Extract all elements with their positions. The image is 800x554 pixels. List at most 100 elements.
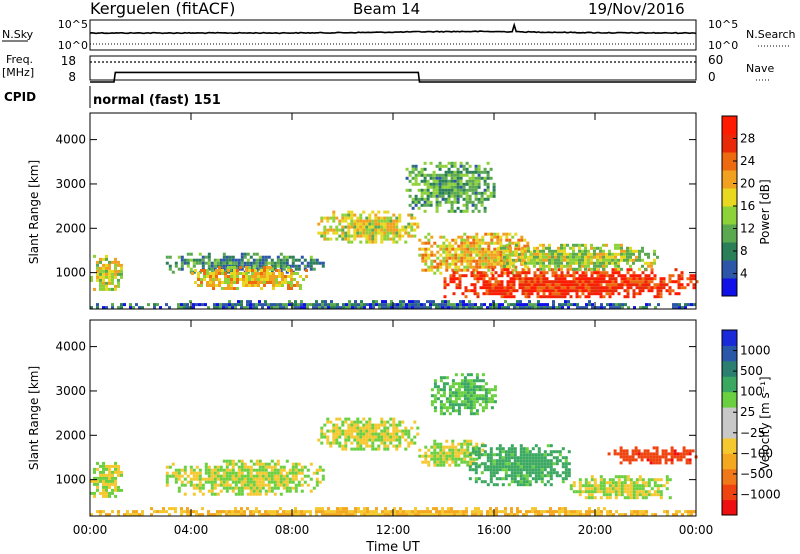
heatmap-cell xyxy=(273,483,277,487)
heatmap-cell xyxy=(332,435,336,439)
y-tick-label: 3000 xyxy=(55,384,86,398)
heatmap-cell xyxy=(519,303,522,307)
heatmap-cell xyxy=(472,394,476,398)
heatmap-cell xyxy=(626,255,629,259)
heatmap-cell xyxy=(189,471,193,475)
heatmap-cell xyxy=(641,487,645,491)
heatmap-cell xyxy=(474,179,478,183)
heatmap-cell xyxy=(439,376,443,380)
heatmap-cell xyxy=(450,188,454,192)
heatmap-cell xyxy=(463,238,467,242)
heatmap-cell xyxy=(458,280,462,284)
heatmap-cell xyxy=(348,513,351,517)
heatmap-cell xyxy=(186,510,189,514)
heatmap-cell xyxy=(668,286,672,290)
heatmap-cell xyxy=(439,247,443,251)
heatmap-cell xyxy=(644,280,648,284)
heatmap-cell xyxy=(366,513,369,517)
heatmap-cell xyxy=(638,490,642,494)
heatmap-cell xyxy=(662,286,666,290)
heatmap-cell xyxy=(587,264,590,268)
heatmap-cell xyxy=(658,461,662,465)
heatmap-cell xyxy=(108,485,111,489)
heatmap-cell xyxy=(545,280,549,284)
heatmap-cell xyxy=(572,481,576,485)
heatmap-cell xyxy=(273,486,277,490)
heatmap-cell xyxy=(221,281,224,284)
heatmap-cell xyxy=(533,261,536,265)
heatmap-cell xyxy=(465,194,469,198)
heatmap-cell xyxy=(504,468,508,472)
heatmap-cell xyxy=(620,490,624,494)
heatmap-cell xyxy=(356,228,360,232)
heatmap-cell xyxy=(499,250,503,254)
heatmap-cell xyxy=(433,385,437,389)
heatmap-cell xyxy=(461,274,465,278)
heatmap-cell xyxy=(572,267,575,271)
heatmap-cell xyxy=(500,264,503,268)
heatmap-cell xyxy=(442,391,446,395)
heatmap-cell xyxy=(120,303,123,307)
colorbar-segment xyxy=(722,437,737,454)
heatmap-cell xyxy=(637,452,641,456)
colorbar-segment xyxy=(722,376,737,393)
heatmap-cell xyxy=(461,292,465,296)
heatmap-cell xyxy=(602,261,605,265)
heatmap-cell xyxy=(246,270,250,274)
heatmap-cell xyxy=(448,265,452,269)
heatmap-cell xyxy=(242,278,245,281)
heatmap-cell xyxy=(195,510,198,514)
heatmap-cell xyxy=(344,444,348,448)
heatmap-cell xyxy=(593,478,597,482)
heatmap-cell xyxy=(365,231,369,235)
heatmap-cell xyxy=(465,203,469,207)
heatmap-cell xyxy=(102,287,105,291)
time-axis-label: Time UT xyxy=(365,540,419,554)
colorbar-segment xyxy=(722,330,737,346)
heatmap-cell xyxy=(602,481,606,485)
heatmap-cell xyxy=(459,161,463,165)
heatmap-cell xyxy=(491,274,495,278)
heatmap-cell xyxy=(222,255,226,259)
heatmap-cell xyxy=(410,234,414,238)
heatmap-cell xyxy=(510,456,514,460)
heatmap-cell xyxy=(344,237,348,241)
heatmap-cell xyxy=(477,209,481,213)
heatmap-cell xyxy=(267,255,271,259)
heatmap-cell xyxy=(332,441,336,445)
heatmap-cell xyxy=(423,513,426,517)
heatmap-cell xyxy=(332,216,336,220)
heatmap-cell xyxy=(252,489,256,493)
heatmap-cell xyxy=(213,465,217,469)
heatmap-cell xyxy=(460,253,464,257)
heatmap-cell xyxy=(475,373,479,377)
heatmap-cell xyxy=(495,462,499,466)
heatmap-cell xyxy=(258,471,262,475)
heatmap-cell xyxy=(237,486,241,490)
heatmap-cell xyxy=(180,306,183,310)
heatmap-cell xyxy=(399,300,402,304)
heatmap-cell xyxy=(474,480,478,484)
heatmap-cell xyxy=(338,222,342,226)
heatmap-cell xyxy=(609,510,612,514)
heatmap-cell xyxy=(266,272,269,275)
heatmap-cell xyxy=(442,376,446,380)
heatmap-cell xyxy=(493,232,497,236)
heatmap-cell xyxy=(524,283,528,287)
heatmap-cell xyxy=(279,483,283,487)
heatmap-cell xyxy=(264,513,267,517)
heatmap-cell xyxy=(548,286,552,290)
heatmap-cell xyxy=(197,272,200,275)
heatmap-cell xyxy=(258,255,262,259)
heatmap-cell xyxy=(471,303,474,307)
heatmap-cell xyxy=(207,264,211,268)
heatmap-cell xyxy=(221,287,224,290)
heatmap-cell xyxy=(602,280,606,284)
heatmap-cell xyxy=(426,185,430,189)
heatmap-cell xyxy=(635,292,639,296)
heatmap-cell xyxy=(105,269,108,273)
heatmap-cell xyxy=(483,480,487,484)
heatmap-cell xyxy=(618,306,621,310)
heatmap-cell xyxy=(490,394,494,398)
heatmap-cell xyxy=(357,510,360,514)
